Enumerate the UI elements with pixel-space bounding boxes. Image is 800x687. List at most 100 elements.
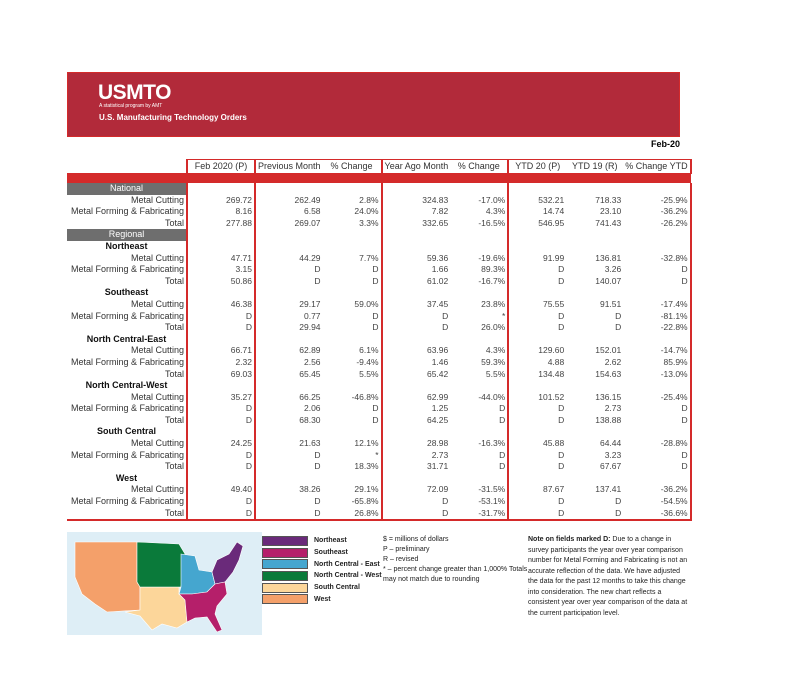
data-cell: 61.02	[380, 275, 451, 288]
data-cell: D	[254, 461, 323, 473]
empty-cell	[450, 183, 508, 195]
data-cell: 89.3%	[481, 264, 506, 275]
data-cell: 152.01	[595, 345, 622, 356]
empty-cell	[507, 287, 567, 299]
data-cell: D	[623, 275, 692, 288]
legend-label: West	[314, 595, 331, 603]
data-cell: 85.9%	[623, 356, 692, 369]
region-header: North Central-West	[67, 380, 692, 392]
us-regions-map	[67, 532, 262, 635]
data-cell: 140.07	[595, 275, 622, 286]
empty-cell	[450, 287, 508, 299]
region-header-label: Northeast	[105, 240, 148, 251]
empty-cell	[566, 241, 623, 253]
legend-item: South Central	[262, 582, 382, 594]
data-cell: 63.96	[380, 345, 451, 357]
data-cell: 62.89	[254, 345, 323, 357]
table-row-label: Total	[164, 414, 184, 425]
table-row-label: Total	[164, 217, 184, 228]
data-cell: 12.1%	[354, 438, 379, 449]
data-cell: D	[499, 403, 506, 414]
empty-cell	[186, 240, 255, 253]
column-header: YTD 20 (P)	[507, 159, 567, 174]
table-row: Metal Forming & Fabricating D 0.77 D D * D D -81…	[67, 310, 692, 323]
empty-cell	[566, 334, 623, 346]
empty-cell	[254, 229, 323, 241]
data-cell: 26.0%	[481, 322, 506, 333]
table-row-label: Metal Forming & Fabricating	[70, 403, 184, 414]
empty-cell	[380, 333, 451, 346]
note-preliminary: P – preliminary	[383, 546, 430, 553]
data-cell: 3.26	[604, 264, 622, 275]
data-cell: -65.8%	[351, 496, 379, 507]
region-header-label: Southeast	[104, 287, 149, 298]
empty-cell	[186, 426, 255, 439]
data-cell: 718.33	[595, 194, 622, 205]
data-cell: 29.1%	[354, 484, 379, 495]
data-cell: 23.10	[599, 206, 622, 217]
data-cell: D	[507, 449, 567, 462]
data-cell: -46.8%	[351, 391, 379, 402]
table-row: Total 69.03 65.45 5.5% 65.42 5.5% 134.48 154.63…	[67, 368, 692, 381]
data-cell: 2.73	[380, 449, 451, 462]
table-row-label: Metal Cutting	[130, 391, 184, 402]
table-row-label: Metal Cutting	[130, 438, 184, 449]
note-d-fields: Note on fields marked D: Due to a change…	[528, 535, 688, 619]
data-cell: D	[507, 310, 567, 323]
data-cell: 47.71	[186, 252, 255, 265]
data-cell: -25.4%	[623, 391, 692, 404]
empty-cell	[566, 183, 623, 195]
data-cell: 129.60	[507, 345, 567, 357]
table-row-label: Metal Forming & Fabricating	[70, 206, 184, 217]
empty-cell	[450, 229, 508, 241]
table-row: Total D D 26.8% D -31.7% D D -36.6%	[67, 507, 692, 522]
data-cell: -19.6%	[478, 252, 506, 263]
table-row-label: Metal Cutting	[130, 345, 184, 356]
data-cell: -16.3%	[478, 438, 506, 449]
section-regional-label: Regional	[67, 229, 187, 241]
data-cell: 66.25	[254, 391, 323, 404]
empty-cell	[254, 287, 323, 299]
empty-cell	[623, 426, 692, 439]
data-cell: D	[380, 310, 451, 323]
legend-item: North Central - West	[262, 570, 382, 582]
data-cell: 5.5%	[485, 368, 506, 379]
legend-label: Northeast	[314, 537, 347, 545]
logo-tagline: A statistical program by AMT	[99, 103, 163, 109]
data-cell: 6.58	[254, 206, 323, 218]
data-cell: -32.8%	[623, 252, 692, 265]
data-cell: D	[507, 414, 567, 427]
data-cell: D	[372, 275, 379, 286]
data-cell: D	[186, 507, 255, 522]
empty-cell	[254, 183, 323, 195]
empty-cell	[450, 334, 508, 346]
data-cell: D	[254, 449, 323, 462]
legend-swatch	[262, 594, 308, 605]
data-cell: 14.74	[507, 206, 567, 218]
data-cell: 2.32	[186, 356, 255, 369]
data-cell: -26.2%	[623, 217, 692, 230]
data-cell: 532.21	[507, 194, 567, 207]
data-cell: 62.99	[380, 391, 451, 404]
table-row: Metal Cutting 49.40 38.26 29.1% 72.09 -31.5% 8…	[67, 484, 692, 497]
data-cell: D	[380, 507, 451, 522]
data-cell: D	[615, 496, 622, 507]
data-cell: 87.67	[507, 484, 567, 497]
table-header-row: Feb 2020 (P) Previous Month% Change Year A…	[67, 159, 692, 174]
data-cell: 29.94	[254, 322, 323, 334]
section-national-label: National	[67, 183, 187, 195]
data-cell: 3.3%	[359, 217, 379, 228]
column-header: % Change	[450, 159, 509, 174]
empty-cell	[380, 426, 451, 439]
empty-cell	[186, 472, 255, 485]
table-row-label: Total	[164, 322, 184, 333]
data-cell: D	[623, 264, 692, 276]
data-cell: D	[623, 403, 692, 415]
empty-cell	[380, 287, 451, 299]
table-row: Metal Forming & Fabricating 2.32 2.56 -9.4%…	[67, 356, 692, 369]
table-row: Metal Cutting 66.71 62.89 6.1% 63.96 4.3% 129.…	[67, 345, 692, 357]
table-row: Metal Cutting 24.25 21.63 12.1% 28.98 -16.3% 4…	[67, 438, 692, 450]
empty-cell	[450, 380, 508, 392]
orders-table: Feb 2020 (P) Previous Month% Change Year A…	[67, 159, 692, 522]
legend-swatch	[262, 559, 308, 570]
